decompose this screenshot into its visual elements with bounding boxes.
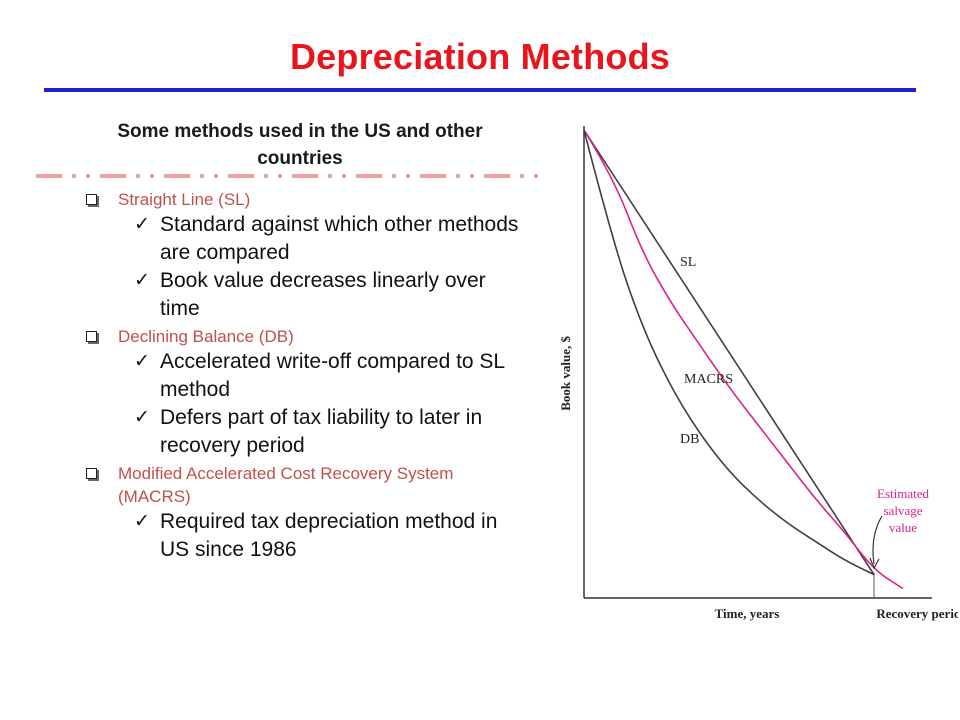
method-item-db: Declining Balance (DB) ✓ Accelerated writ… <box>86 325 526 460</box>
recovery-period-label: Recovery period <box>876 606 958 621</box>
series-label-macrs: MACRS <box>684 372 733 387</box>
checkmark-icon: ✓ <box>134 270 150 291</box>
method-item-sl: Straight Line (SL) ✓ Standard against whi… <box>86 188 526 323</box>
method-detail: ✓ Accelerated write-off compared to SL me… <box>134 350 505 401</box>
salvage-annotation-line: value <box>889 520 917 535</box>
method-label: Declining Balance (DB) <box>118 327 294 346</box>
title-underline <box>44 88 916 92</box>
series-label-db: DB <box>680 432 699 447</box>
method-detail: ✓ Book value decreases linearly over time <box>134 269 486 320</box>
checkmark-icon: ✓ <box>134 407 150 428</box>
series-label-sl: SL <box>680 255 696 270</box>
salvage-arrow <box>872 515 883 565</box>
square-bullet-icon <box>86 468 97 479</box>
square-bullet-icon <box>86 331 97 342</box>
salvage-annotation-line: Estimated <box>877 486 929 501</box>
method-label: Straight Line (SL) <box>118 190 251 209</box>
checkmark-icon: ✓ <box>134 351 150 372</box>
method-detail: ✓ Defers part of tax liability to later i… <box>134 406 483 457</box>
method-label: Modified Accelerated Cost Recovery Syste… <box>118 464 454 506</box>
dashed-divider <box>36 174 542 178</box>
salvage-arrowhead-icon <box>869 557 880 570</box>
section-subtitle: Some methods used in the US and other co… <box>117 121 483 169</box>
checkmark-icon: ✓ <box>134 511 150 532</box>
book-value-chart: SL MACRS DB Book value, $ Time, years Recover… <box>558 126 958 621</box>
method-item-macrs: Modified Accelerated Cost Recovery Syste… <box>86 462 526 564</box>
method-list: Straight Line (SL) ✓ Standard against whi… <box>86 186 526 564</box>
chart-marks <box>583 129 904 590</box>
series-line-sl <box>583 129 875 576</box>
slide-title: Depreciation Methods <box>289 36 671 77</box>
chart-labels: SL MACRS DB Book value, $ Time, years Recover… <box>558 255 958 621</box>
x-axis-label: Time, years <box>715 606 780 621</box>
method-detail: ✓ Standard against which other methods ar… <box>134 213 519 264</box>
series-line-db <box>583 129 875 576</box>
method-detail: ✓ Required tax depreciation method in US … <box>134 510 498 561</box>
square-bullet-icon <box>86 194 97 205</box>
salvage-annotation-line: salvage <box>884 503 923 518</box>
y-axis-label: Book value, $ <box>558 335 573 410</box>
chart-axes <box>583 126 932 599</box>
series-line-macrs <box>583 129 904 590</box>
checkmark-icon: ✓ <box>134 214 150 235</box>
